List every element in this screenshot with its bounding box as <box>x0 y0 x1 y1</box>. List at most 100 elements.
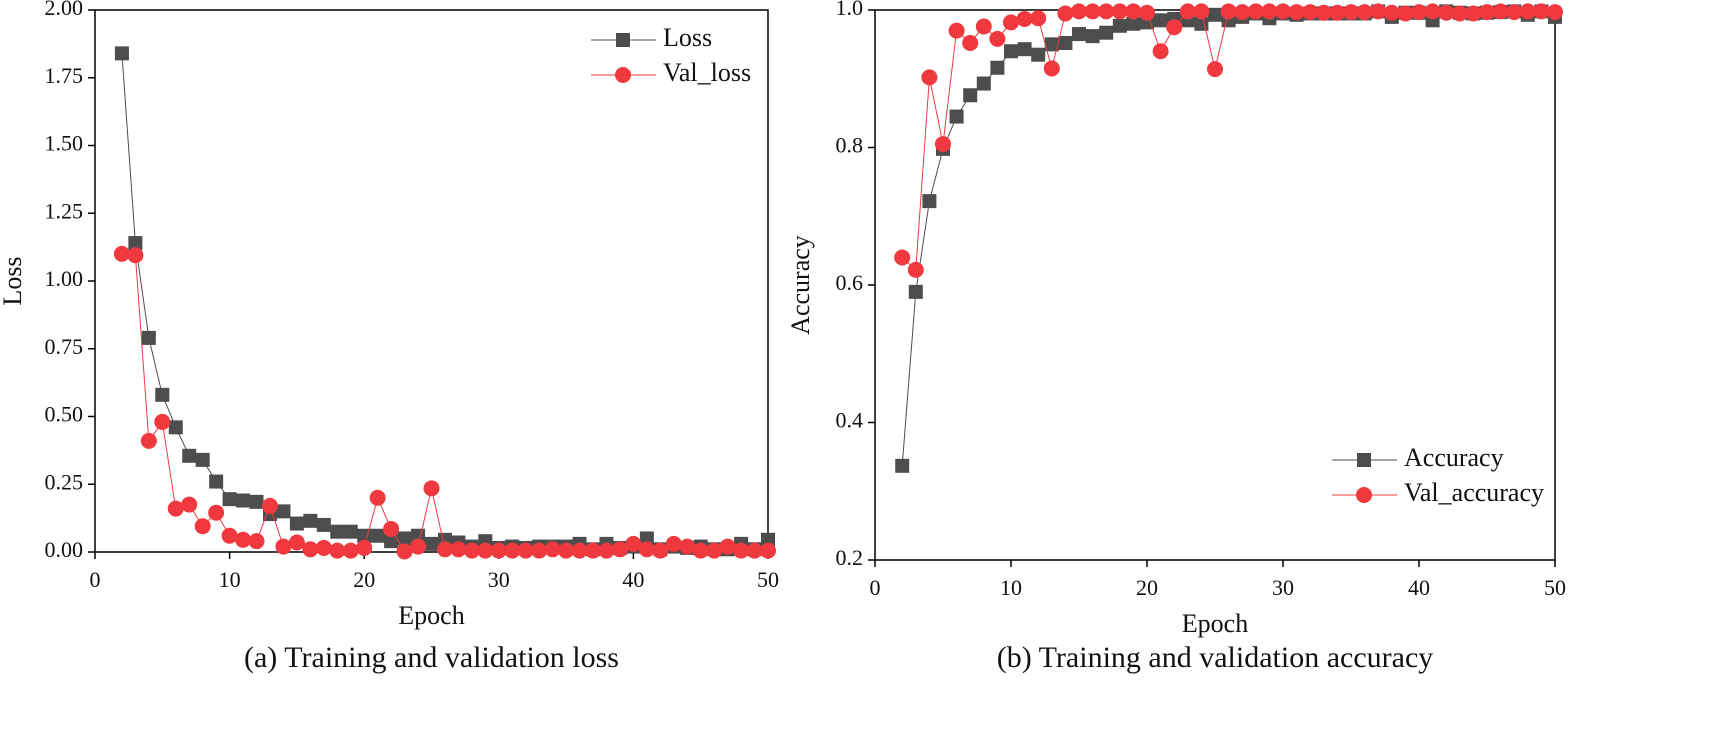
data-point <box>1152 43 1169 60</box>
data-point <box>209 474 224 489</box>
data-point <box>571 542 588 559</box>
data-point <box>895 458 910 473</box>
caption: (b) Training and validation accuracy <box>997 641 1434 674</box>
data-point <box>356 539 373 556</box>
data-point <box>424 536 439 551</box>
data-point <box>1506 4 1523 21</box>
legend-marker <box>1356 487 1372 503</box>
legend-label: Val_loss <box>663 58 751 87</box>
y-axis-label: Loss <box>0 256 27 305</box>
data-point <box>140 432 157 449</box>
data-point <box>517 542 534 559</box>
data-point <box>248 533 265 550</box>
data-point <box>113 245 130 262</box>
data-point <box>1519 3 1536 20</box>
y-tick-label: 2.00 <box>45 0 84 20</box>
data-point <box>625 535 642 552</box>
x-tick-label: 50 <box>1544 575 1566 600</box>
data-point <box>276 504 291 519</box>
legend-label: Loss <box>663 23 712 52</box>
series-line <box>901 10 1556 466</box>
data-point <box>288 534 305 551</box>
data-point <box>1099 25 1114 40</box>
data-point <box>1044 37 1059 52</box>
x-axis-label: Epoch <box>1182 609 1248 638</box>
data-point <box>975 18 992 35</box>
data-point <box>357 528 372 543</box>
data-point <box>504 542 521 559</box>
x-tick-label: 20 <box>353 567 375 592</box>
data-point <box>761 532 775 547</box>
data-point <box>679 538 696 555</box>
x-tick-label: 40 <box>1408 575 1430 600</box>
data-point <box>423 480 440 497</box>
data-point <box>1261 3 1278 20</box>
data-point <box>921 69 938 86</box>
data-point <box>1492 3 1509 20</box>
data-point <box>1397 5 1414 22</box>
data-point <box>275 538 292 555</box>
x-axis-label: Epoch <box>398 601 464 630</box>
data-point <box>760 542 776 559</box>
data-point <box>1085 29 1100 44</box>
legend-marker <box>616 33 630 47</box>
data-point <box>976 76 991 91</box>
data-point <box>114 46 129 61</box>
y-tick-label: 1.50 <box>45 131 84 156</box>
data-point <box>1126 16 1141 31</box>
data-point <box>1234 4 1251 21</box>
data-point <box>746 542 763 559</box>
data-point <box>195 452 210 467</box>
data-point <box>544 541 561 558</box>
data-point <box>558 542 575 559</box>
data-point <box>1017 42 1032 57</box>
y-tick-label: 0.00 <box>45 537 84 562</box>
data-point <box>531 542 548 559</box>
data-point <box>1533 3 1550 20</box>
data-point <box>1247 3 1264 20</box>
data-point <box>235 531 252 548</box>
data-point <box>733 542 750 559</box>
data-point <box>922 194 937 209</box>
data-point <box>1004 44 1018 59</box>
data-point <box>611 541 628 558</box>
data-point <box>948 22 965 39</box>
data-point <box>1424 3 1441 20</box>
data-point <box>1125 3 1142 20</box>
y-tick-label: 1.00 <box>45 266 84 291</box>
data-point <box>1220 3 1237 20</box>
data-point <box>1288 4 1305 21</box>
x-tick-label: 0 <box>870 575 881 600</box>
data-point <box>1071 3 1087 20</box>
legend-marker <box>615 67 631 83</box>
x-tick-label: 30 <box>488 567 510 592</box>
data-point <box>1370 3 1387 20</box>
data-point <box>665 535 682 552</box>
data-point <box>463 542 480 559</box>
data-point <box>330 524 345 539</box>
data-point <box>315 539 332 556</box>
caption: (a) Training and validation loss <box>244 641 619 674</box>
data-point <box>1139 4 1155 21</box>
data-point <box>907 261 924 278</box>
data-point <box>1411 4 1427 21</box>
x-tick-label: 50 <box>757 567 779 592</box>
legend-marker <box>1357 453 1371 467</box>
data-point <box>410 538 427 555</box>
data-point <box>329 542 346 559</box>
y-tick-label: 0.2 <box>836 545 864 570</box>
data-point <box>1302 4 1319 21</box>
y-tick-label: 0.75 <box>45 334 84 359</box>
data-point <box>1111 3 1128 20</box>
series-line <box>901 10 1556 271</box>
data-point <box>127 247 144 264</box>
data-point <box>249 494 264 509</box>
data-point <box>221 527 238 544</box>
data-point <box>1153 13 1168 28</box>
data-point <box>1451 5 1468 22</box>
data-point <box>598 542 615 559</box>
x-tick-label: 10 <box>219 567 241 592</box>
data-point <box>182 448 197 463</box>
data-point <box>1356 4 1373 21</box>
data-point <box>935 136 951 153</box>
